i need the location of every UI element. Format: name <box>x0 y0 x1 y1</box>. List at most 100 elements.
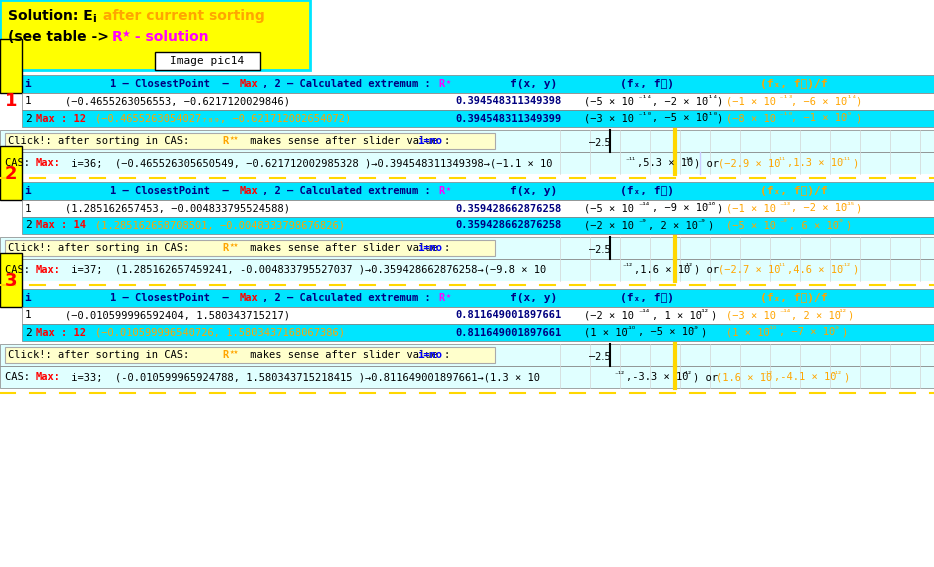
Text: ⁻¹²: ⁻¹² <box>840 263 850 272</box>
Text: −2.5: −2.5 <box>588 245 612 255</box>
Text: R: R <box>222 136 228 146</box>
Bar <box>22 307 934 324</box>
Text: i=37;  (1.285162657459241, -0.004833795527037 )→0.359428662876258→(−9.8 × 10: i=37; (1.285162657459241, -0.00483379552… <box>65 265 546 275</box>
Text: ⁻¹²: ⁻¹² <box>682 263 692 272</box>
Text: , −5 × 10: , −5 × 10 <box>638 328 694 337</box>
Bar <box>0 0 310 70</box>
Text: (−5 × 10: (−5 × 10 <box>726 221 776 231</box>
Text: ) or: ) or <box>694 265 725 275</box>
Bar <box>5 240 495 256</box>
Text: , −2 × 10: , −2 × 10 <box>791 204 847 214</box>
Text: ⁻¹³: ⁻¹³ <box>779 94 794 103</box>
Text: ,4.6 × 10: ,4.6 × 10 <box>787 265 843 275</box>
Text: ⁻¹⁰: ⁻¹⁰ <box>779 111 794 120</box>
Text: , 2 – Calculated extremum :: , 2 – Calculated extremum : <box>262 79 437 89</box>
Bar <box>5 347 495 363</box>
Text: R: R <box>222 350 228 360</box>
Text: i=36;  (−0.465526305650549, −0.621712002985328 )→0.394548311349398→(−1.1 × 10: i=36; (−0.465526305650549, −0.6217120029… <box>65 158 553 168</box>
Bar <box>0 259 934 281</box>
Text: ★: ★ <box>121 29 130 39</box>
Text: (fₓ, fᵧ): (fₓ, fᵧ) <box>620 79 674 89</box>
Text: CAS:: CAS: <box>5 265 36 275</box>
Text: 1: 1 <box>5 92 17 110</box>
Text: R: R <box>112 30 122 44</box>
Text: Max: Max <box>240 79 259 89</box>
Text: 1: 1 <box>24 311 32 320</box>
Text: ⁻⁹: ⁻⁹ <box>843 111 853 120</box>
Text: :: : <box>443 350 449 360</box>
Text: ⁻¹⁴: ⁻¹⁴ <box>638 201 649 210</box>
Text: makes sense after slider value: makes sense after slider value <box>244 350 444 360</box>
Text: ⁻¹¹: ⁻¹¹ <box>775 155 785 164</box>
Text: ⁻¹¹: ⁻¹¹ <box>775 263 785 272</box>
Text: , 1 × 10: , 1 × 10 <box>652 311 702 320</box>
Text: ): ) <box>716 204 722 214</box>
Text: R: R <box>222 243 228 253</box>
Text: , −6 × 10: , −6 × 10 <box>791 96 847 107</box>
Text: ★: ★ <box>446 184 451 193</box>
Text: ): ) <box>716 96 722 107</box>
Text: ) or: ) or <box>694 158 725 168</box>
Text: f(x, y): f(x, y) <box>510 79 558 89</box>
Text: 3: 3 <box>5 272 17 290</box>
Text: 1 – ClosestPoint  –: 1 – ClosestPoint – <box>110 186 235 196</box>
Text: Image pic14: Image pic14 <box>170 56 244 66</box>
Text: ⁻¹²: ⁻¹² <box>622 263 632 272</box>
Text: 0.811649001897661: 0.811649001897661 <box>455 311 561 320</box>
Text: ): ) <box>845 221 851 231</box>
Text: R: R <box>438 293 445 303</box>
Bar <box>0 182 934 200</box>
Text: (−1 × 10: (−1 × 10 <box>726 96 776 107</box>
Text: after current sorting: after current sorting <box>98 9 264 23</box>
Text: , −2 × 10: , −2 × 10 <box>652 96 708 107</box>
Text: (−2.7 × 10: (−2.7 × 10 <box>718 265 781 275</box>
Bar <box>0 289 934 307</box>
Text: ⁻¹⁰: ⁻¹⁰ <box>765 325 776 334</box>
Text: ⁻¹⁴: ⁻¹⁴ <box>638 308 649 317</box>
Text: (−0.4655263056553, −0.6217120029846): (−0.4655263056553, −0.6217120029846) <box>65 96 290 107</box>
Bar <box>22 93 934 110</box>
Text: i: i <box>92 14 96 24</box>
Text: ⁻¹⁶: ⁻¹⁶ <box>704 201 715 210</box>
Text: ⁻¹²: ⁻¹² <box>697 308 708 317</box>
Text: 2: 2 <box>5 165 17 183</box>
Bar <box>155 52 260 70</box>
Bar <box>0 75 934 93</box>
Text: i: i <box>24 79 32 89</box>
Bar <box>0 281 934 289</box>
Text: ⁻⁹: ⁻⁹ <box>831 325 839 334</box>
Text: Max : 14: Max : 14 <box>36 221 86 231</box>
Text: Max : 12: Max : 12 <box>36 113 86 124</box>
Text: 2: 2 <box>24 113 32 124</box>
Text: i=no: i=no <box>417 136 442 146</box>
Bar <box>22 200 934 217</box>
Text: 2: 2 <box>24 221 32 231</box>
Text: ,-3.3 × 10: ,-3.3 × 10 <box>626 372 688 382</box>
Text: 2: 2 <box>24 328 32 337</box>
Text: ⁻¹⁴: ⁻¹⁴ <box>843 94 858 103</box>
Bar <box>5 133 495 149</box>
Text: ): ) <box>852 265 858 275</box>
Text: 0.394548311349398: 0.394548311349398 <box>455 96 561 107</box>
Text: (−5 × 10: (−5 × 10 <box>584 204 634 214</box>
Text: (−2.9 × 10: (−2.9 × 10 <box>718 158 781 168</box>
Text: 1 – ClosestPoint  –: 1 – ClosestPoint – <box>110 293 235 303</box>
Text: ⁻⁹: ⁻⁹ <box>835 218 842 227</box>
Text: (fₓ, fᵧ)/f: (fₓ, fᵧ)/f <box>760 293 828 303</box>
Text: f(x, y): f(x, y) <box>510 186 558 196</box>
Text: (−0.010599996540726, 1.5803437168067386): (−0.010599996540726, 1.5803437168067386) <box>95 328 345 337</box>
Text: (−1 × 10: (−1 × 10 <box>726 204 776 214</box>
Text: ★★: ★★ <box>230 133 239 142</box>
Text: ★: ★ <box>446 291 451 301</box>
Text: :: : <box>443 243 449 253</box>
Text: (−8 × 10: (−8 × 10 <box>726 113 776 124</box>
Bar <box>22 110 934 127</box>
Text: ⁻¹²: ⁻¹² <box>681 370 691 379</box>
Text: ⁻¹⁴: ⁻¹⁴ <box>638 94 653 103</box>
Text: ,5.3 × 10: ,5.3 × 10 <box>637 158 693 168</box>
Text: ): ) <box>855 113 861 124</box>
Text: :: : <box>443 136 449 146</box>
Text: , 2 – Calculated extremum :: , 2 – Calculated extremum : <box>262 293 437 303</box>
Text: (1 × 10: (1 × 10 <box>726 328 770 337</box>
Text: ⁻¹¹: ⁻¹¹ <box>840 155 850 164</box>
